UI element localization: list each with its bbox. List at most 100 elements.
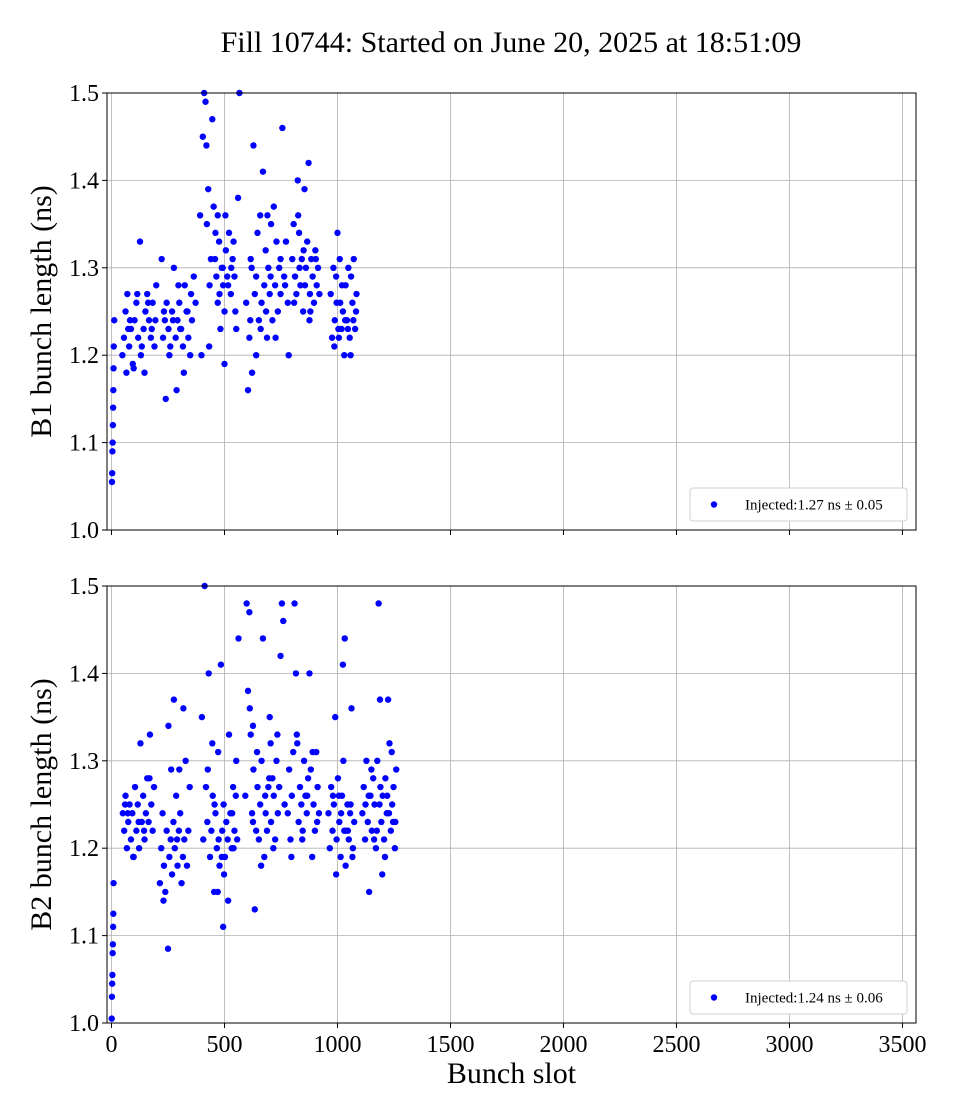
legend-box [689, 980, 908, 1015]
data-point [261, 792, 269, 799]
data-point [251, 906, 258, 913]
data-point [123, 369, 130, 376]
data-point [284, 810, 291, 817]
data-point [108, 478, 116, 486]
data-point [368, 766, 375, 773]
data-point [316, 290, 323, 298]
data-point [259, 168, 267, 175]
data-point [166, 853, 173, 861]
data-point [160, 862, 168, 869]
data-point [330, 801, 338, 808]
data-point [312, 255, 320, 263]
data-point [257, 862, 265, 869]
data-point [296, 783, 304, 791]
data-point [299, 308, 307, 315]
data-point [246, 705, 254, 712]
data-point [110, 343, 117, 350]
data-point [380, 836, 388, 843]
data-point [265, 264, 272, 271]
data-point [377, 783, 384, 791]
data-point [281, 801, 288, 808]
data-point [170, 696, 178, 703]
data-point [109, 971, 116, 979]
data-point [263, 827, 271, 834]
data-point [223, 818, 230, 826]
data-point [347, 273, 355, 280]
data-point [301, 185, 308, 193]
data-point [202, 783, 210, 791]
data-point [229, 783, 237, 791]
data-point [177, 325, 184, 333]
data-point [258, 757, 265, 764]
data-point [181, 282, 188, 289]
data-point [262, 308, 270, 315]
y-tick-label: 1.0 [69, 1011, 99, 1037]
data-point [145, 818, 152, 826]
data-point [108, 980, 116, 987]
data-point [379, 871, 386, 878]
data-point [332, 871, 340, 878]
data-point [379, 792, 386, 799]
data-point [333, 836, 340, 843]
data-point [162, 395, 169, 403]
data-point [300, 247, 307, 254]
data-point [146, 731, 154, 738]
data-point [252, 273, 260, 280]
data-point [344, 325, 352, 333]
data-point [147, 334, 155, 341]
data-point [274, 810, 282, 817]
data-point [261, 282, 268, 289]
data-point [120, 334, 128, 341]
data-point [217, 325, 224, 333]
data-point [167, 766, 175, 773]
data-point [120, 827, 128, 834]
y-tick-label: 1.1 [69, 924, 99, 950]
data-point [244, 386, 252, 394]
data-point [137, 740, 144, 747]
data-point [214, 299, 221, 306]
data-point [126, 801, 133, 808]
data-point [144, 299, 152, 306]
data-point [222, 247, 230, 254]
data-point [370, 775, 377, 782]
data-point [372, 845, 380, 852]
data-point [205, 670, 212, 677]
data-point [341, 317, 349, 324]
data-point [254, 783, 261, 791]
data-point [224, 897, 232, 904]
data-point [346, 810, 354, 817]
data-point [122, 792, 129, 799]
data-point [334, 775, 342, 782]
data-point [247, 731, 254, 738]
data-point [216, 862, 223, 869]
data-point [335, 334, 343, 341]
data-point [220, 871, 228, 878]
data-point [214, 748, 222, 756]
data-point [129, 810, 136, 817]
data-point [122, 308, 129, 315]
data-point [172, 334, 179, 341]
data-point [211, 255, 219, 263]
data-point [332, 713, 339, 721]
data-point [299, 836, 306, 843]
data-point [110, 879, 117, 887]
data-point [222, 212, 229, 219]
data-point [274, 731, 281, 738]
axes-frame [106, 92, 917, 531]
data-point [123, 845, 131, 852]
data-point [232, 308, 239, 315]
data-point [159, 810, 166, 817]
data-point [274, 308, 282, 315]
data-point [333, 299, 340, 306]
data-point [305, 159, 312, 167]
data-point [291, 600, 298, 607]
data-point [231, 273, 238, 280]
data-point [145, 317, 153, 324]
data-point [275, 264, 283, 271]
data-point [134, 801, 141, 808]
data-point [314, 783, 321, 791]
data-point [290, 220, 297, 228]
data-point [362, 801, 369, 808]
data-point [346, 334, 353, 341]
data-point [267, 273, 274, 280]
